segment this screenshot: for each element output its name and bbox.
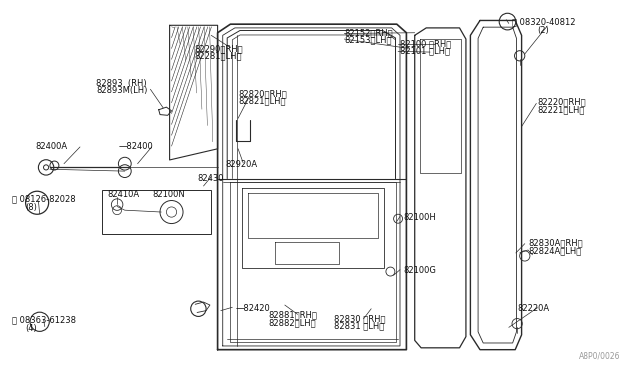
Text: 82824A〈LH〉: 82824A〈LH〉 [528,246,581,255]
Text: 82220A: 82220A [517,304,549,313]
Circle shape [44,165,49,170]
Text: 82830 〈RH〉: 82830 〈RH〉 [334,314,385,323]
Text: 82153〈LH〉: 82153〈LH〉 [344,35,392,44]
Text: Ⓑ 08126-82028: Ⓑ 08126-82028 [12,194,75,203]
Text: —82400: —82400 [118,142,153,151]
Text: (8): (8) [26,203,38,212]
Text: 82893M(LH): 82893M(LH) [96,86,147,95]
Text: 82821〈LH〉: 82821〈LH〉 [238,97,285,106]
Text: 82100H: 82100H [403,213,436,222]
Text: 82893  (RH): 82893 (RH) [96,79,147,88]
Text: 82152〈RH〉: 82152〈RH〉 [344,28,393,37]
Text: A8P0/0026: A8P0/0026 [579,352,621,361]
Text: (4): (4) [26,324,37,333]
Text: 82100 〈RH〉: 82100 〈RH〉 [400,39,451,48]
Text: —82420: —82420 [236,304,270,313]
Text: 82221〈LH〉: 82221〈LH〉 [538,105,585,114]
Text: 82882〈LH〉: 82882〈LH〉 [269,318,316,327]
Text: 82100N: 82100N [152,190,185,199]
Text: Ⓢ 08320-40812: Ⓢ 08320-40812 [512,18,575,27]
Text: 82820〈RH〉: 82820〈RH〉 [238,89,287,98]
Text: 82400A: 82400A [35,142,67,151]
Text: 82100G: 82100G [403,266,436,275]
Text: (2): (2) [538,26,549,35]
Text: 82881〈RH〉: 82881〈RH〉 [269,311,317,320]
Text: 82220〈RH〉: 82220〈RH〉 [538,97,586,106]
Text: 82101 〈LH〉: 82101 〈LH〉 [400,46,450,55]
Bar [102,190,211,234]
Text: 82920A: 82920A [225,160,257,169]
Text: 82830A〈RH〉: 82830A〈RH〉 [528,239,582,248]
Text: 82281〈LH〉: 82281〈LH〉 [194,51,241,60]
Text: 82430: 82430 [197,174,223,183]
Text: 82290〈RH〉: 82290〈RH〉 [194,44,243,53]
Text: 82410A: 82410A [108,190,140,199]
Text: 82831 〈LH〉: 82831 〈LH〉 [334,322,385,331]
Text: Ⓢ 08363-61238: Ⓢ 08363-61238 [12,315,76,324]
